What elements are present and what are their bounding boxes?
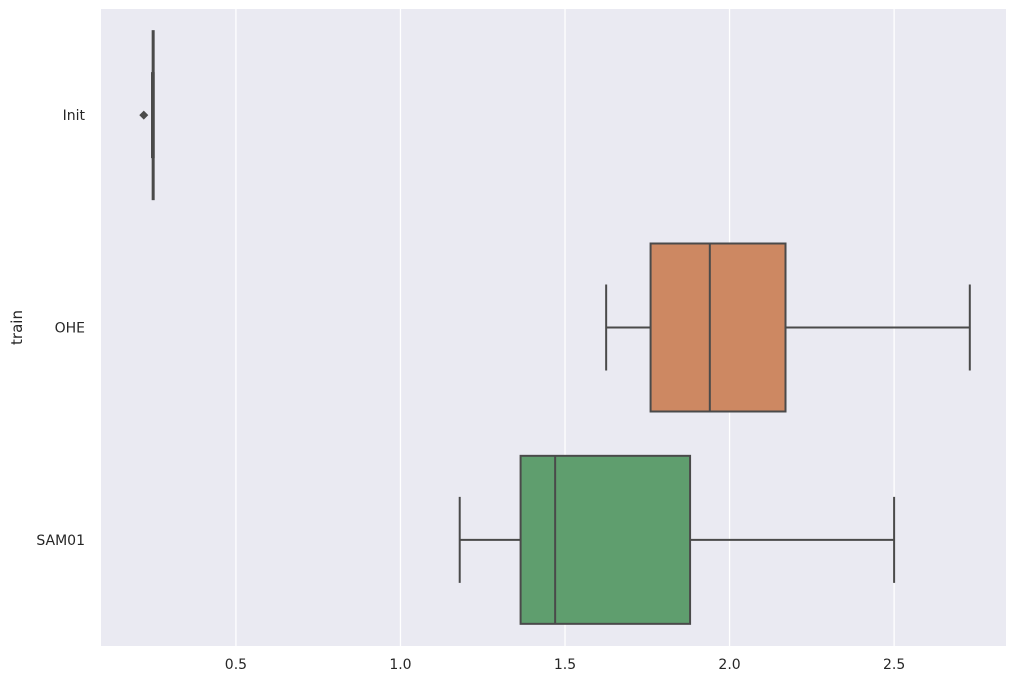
box-iqr: [649, 242, 787, 413]
y-category-label: OHE: [55, 321, 85, 337]
x-tick-label: 1.0: [389, 657, 411, 673]
box-iqr: [519, 454, 692, 625]
x-tick-labels: 0.5 1.0 1.5 2.0 2.5: [225, 657, 905, 673]
x-tick-label: 2.0: [718, 657, 740, 673]
y-category-labels: Init OHE SAM01: [36, 108, 85, 549]
x-tick-label: 1.5: [554, 657, 576, 673]
box-ohe: [605, 242, 971, 413]
y-category-label: SAM01: [36, 533, 85, 549]
box-sam01: [458, 454, 896, 625]
x-tick-label: 0.5: [225, 657, 247, 673]
outlier-point: [139, 110, 149, 120]
y-category-label: Init: [63, 108, 86, 124]
box-init: [139, 30, 155, 201]
x-tick-label: 2.5: [883, 657, 905, 673]
y-axis-label: train: [8, 310, 26, 345]
box-series: [139, 30, 971, 625]
